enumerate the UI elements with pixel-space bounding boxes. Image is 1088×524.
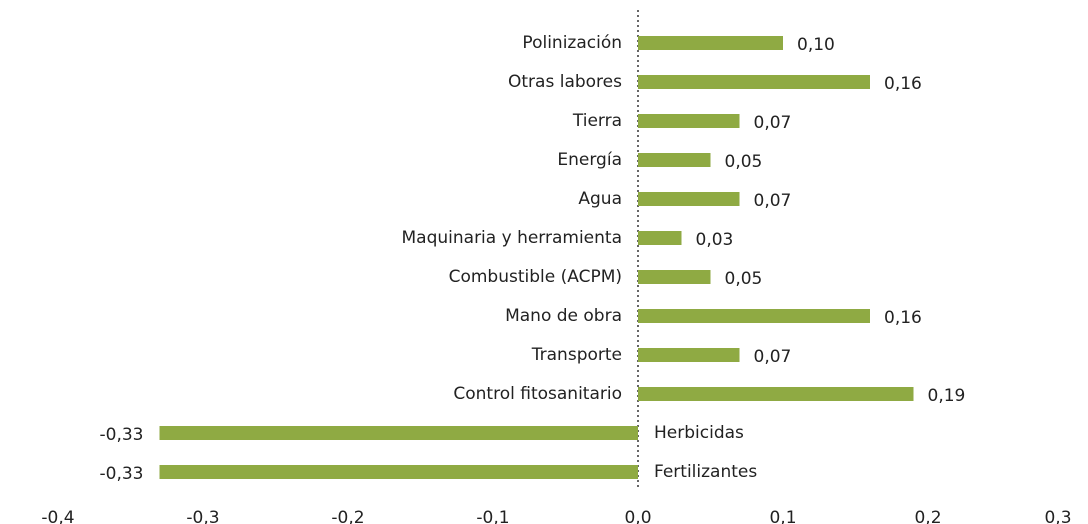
x-tick-label: 0,3 bbox=[1044, 508, 1071, 524]
x-tick-label: -0,1 bbox=[476, 508, 509, 524]
category-label: Energía bbox=[557, 150, 622, 170]
category-label: Polinización bbox=[522, 33, 622, 53]
bar bbox=[638, 231, 682, 245]
category-label: Fertilizantes bbox=[654, 462, 757, 482]
x-tick-label: 0,2 bbox=[914, 508, 941, 524]
bar bbox=[638, 309, 870, 323]
bar bbox=[638, 36, 783, 50]
category-label: Tierra bbox=[572, 111, 622, 131]
value-label: 0,07 bbox=[754, 347, 792, 367]
category-label: Control fitosanitario bbox=[453, 384, 622, 404]
bar bbox=[638, 75, 870, 89]
value-label: 0,19 bbox=[928, 386, 966, 406]
category-label: Transporte bbox=[531, 345, 622, 365]
category-label: Maquinaria y herramienta bbox=[402, 228, 623, 248]
x-tick-label: -0,3 bbox=[186, 508, 219, 524]
bar bbox=[159, 465, 638, 479]
value-label: 0,07 bbox=[754, 113, 792, 133]
value-label: 0,05 bbox=[725, 269, 763, 289]
category-label: Herbicidas bbox=[654, 423, 744, 443]
bar bbox=[638, 387, 914, 401]
x-tick-label: 0,0 bbox=[624, 508, 651, 524]
bar bbox=[638, 114, 740, 128]
value-label: -0,33 bbox=[100, 464, 144, 484]
category-label: Otras labores bbox=[508, 72, 622, 92]
value-label: 0,03 bbox=[696, 230, 734, 250]
value-label: 0,16 bbox=[884, 74, 922, 94]
category-label: Combustible (ACPM) bbox=[449, 267, 622, 287]
value-label: -0,33 bbox=[100, 425, 144, 445]
bar bbox=[638, 153, 711, 167]
x-tick-label: -0,2 bbox=[331, 508, 364, 524]
value-label: 0,10 bbox=[797, 35, 835, 55]
category-label: Agua bbox=[578, 189, 622, 209]
value-label: 0,05 bbox=[725, 152, 763, 172]
category-label: Mano de obra bbox=[505, 306, 622, 326]
bar bbox=[159, 426, 638, 440]
value-label: 0,07 bbox=[754, 191, 792, 211]
bar bbox=[638, 192, 740, 206]
bar bbox=[638, 348, 740, 362]
x-tick-label: 0,1 bbox=[769, 508, 796, 524]
x-tick-label: -0,4 bbox=[41, 508, 74, 524]
value-label: 0,16 bbox=[884, 308, 922, 328]
bar bbox=[638, 270, 711, 284]
